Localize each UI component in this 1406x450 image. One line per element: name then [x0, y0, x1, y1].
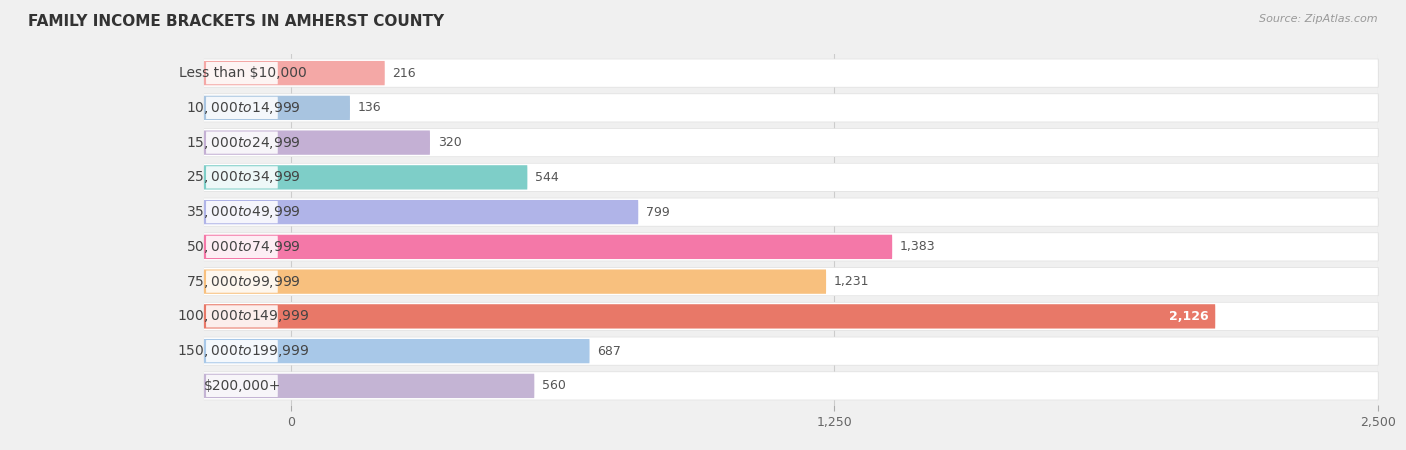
Text: 216: 216 [392, 67, 416, 80]
Text: Source: ZipAtlas.com: Source: ZipAtlas.com [1260, 14, 1378, 23]
Text: $15,000 to $24,999: $15,000 to $24,999 [186, 135, 301, 151]
FancyBboxPatch shape [204, 233, 1379, 261]
FancyBboxPatch shape [204, 304, 1215, 328]
Text: FAMILY INCOME BRACKETS IN AMHERST COUNTY: FAMILY INCOME BRACKETS IN AMHERST COUNTY [28, 14, 444, 28]
FancyBboxPatch shape [204, 129, 1378, 156]
FancyBboxPatch shape [204, 61, 385, 86]
FancyBboxPatch shape [204, 58, 1379, 88]
Text: $50,000 to $74,999: $50,000 to $74,999 [186, 239, 301, 255]
Text: 560: 560 [543, 379, 567, 392]
FancyBboxPatch shape [204, 94, 1378, 122]
FancyBboxPatch shape [204, 339, 589, 363]
FancyBboxPatch shape [204, 165, 527, 189]
FancyBboxPatch shape [204, 164, 1378, 191]
FancyBboxPatch shape [204, 374, 534, 398]
FancyBboxPatch shape [204, 96, 350, 120]
Text: $10,000 to $14,999: $10,000 to $14,999 [186, 100, 301, 116]
FancyBboxPatch shape [204, 268, 1378, 295]
FancyBboxPatch shape [204, 198, 1379, 226]
FancyBboxPatch shape [207, 201, 278, 223]
FancyBboxPatch shape [207, 340, 278, 362]
Text: 320: 320 [437, 136, 461, 149]
FancyBboxPatch shape [204, 371, 1379, 400]
Text: $200,000+: $200,000+ [204, 379, 281, 393]
FancyBboxPatch shape [207, 236, 278, 258]
Text: 544: 544 [536, 171, 560, 184]
FancyBboxPatch shape [207, 305, 278, 328]
FancyBboxPatch shape [204, 130, 430, 155]
FancyBboxPatch shape [207, 131, 278, 154]
Text: Less than $10,000: Less than $10,000 [179, 66, 307, 80]
FancyBboxPatch shape [207, 97, 278, 119]
Text: 1,383: 1,383 [900, 240, 935, 253]
FancyBboxPatch shape [204, 372, 1378, 400]
FancyBboxPatch shape [207, 375, 278, 397]
FancyBboxPatch shape [204, 200, 638, 224]
FancyBboxPatch shape [204, 59, 1378, 87]
Text: $25,000 to $34,999: $25,000 to $34,999 [186, 169, 301, 185]
Text: 687: 687 [598, 345, 621, 358]
FancyBboxPatch shape [204, 163, 1379, 192]
Text: 799: 799 [647, 206, 669, 219]
FancyBboxPatch shape [204, 235, 893, 259]
FancyBboxPatch shape [204, 337, 1379, 365]
Text: $35,000 to $49,999: $35,000 to $49,999 [186, 204, 301, 220]
FancyBboxPatch shape [204, 128, 1379, 157]
FancyBboxPatch shape [204, 267, 1379, 296]
Text: $75,000 to $99,999: $75,000 to $99,999 [186, 274, 301, 290]
FancyBboxPatch shape [207, 166, 278, 189]
Text: 136: 136 [357, 101, 381, 114]
FancyBboxPatch shape [204, 338, 1378, 365]
FancyBboxPatch shape [204, 233, 1378, 261]
FancyBboxPatch shape [204, 270, 827, 294]
FancyBboxPatch shape [204, 94, 1379, 122]
Text: 1,231: 1,231 [834, 275, 869, 288]
Text: $150,000 to $199,999: $150,000 to $199,999 [177, 343, 309, 359]
FancyBboxPatch shape [204, 198, 1378, 226]
FancyBboxPatch shape [204, 303, 1378, 330]
Text: 2,126: 2,126 [1170, 310, 1209, 323]
Text: $100,000 to $149,999: $100,000 to $149,999 [177, 308, 309, 324]
FancyBboxPatch shape [207, 62, 278, 84]
FancyBboxPatch shape [207, 270, 278, 293]
FancyBboxPatch shape [204, 302, 1379, 331]
